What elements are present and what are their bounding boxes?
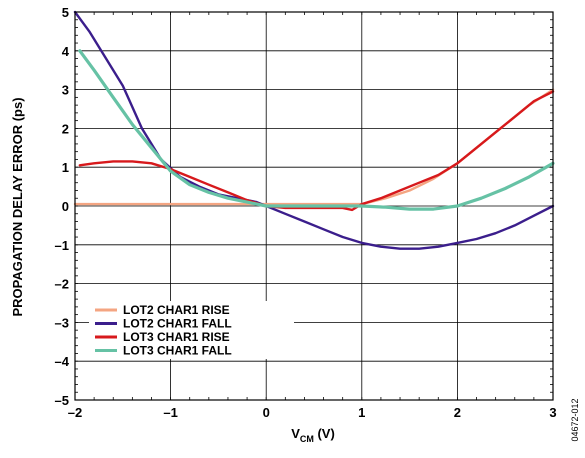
x-tick-label: 2 <box>454 405 461 420</box>
x-axis-label-main: V <box>291 426 300 441</box>
x-axis-label-unit: (V) <box>314 426 335 441</box>
x-axis-label: VCM (V) <box>291 426 335 444</box>
series-line-1 <box>73 88 555 206</box>
y-tick-label: –4 <box>55 354 70 369</box>
y-tick-label: 4 <box>62 44 70 59</box>
y-tick-label: 0 <box>62 199 69 214</box>
y-tick-label: –3 <box>55 315 69 330</box>
y-axis-label: PROPAGATION DELAY ERROR (ps) <box>10 97 25 316</box>
series-line-3 <box>78 90 555 212</box>
y-tick-label: –2 <box>55 277 69 292</box>
y-tick-label: 5 <box>62 5 69 20</box>
y-tick-label: 2 <box>62 121 69 136</box>
x-tick-label: 1 <box>358 405 365 420</box>
y-tick-label: 3 <box>62 83 69 98</box>
tick-labels: –2 –1 0 1 2 3 –5 –4 –3 –2 –1 0 1 2 3 4 5 <box>55 5 557 420</box>
x-tick-label: –2 <box>68 405 82 420</box>
legend-label: LOT2 CHAR1 RISE <box>123 303 230 317</box>
x-tick-label: 3 <box>549 405 556 420</box>
y-tick-label: –5 <box>55 393 69 408</box>
y-tick-label: –1 <box>55 238 69 253</box>
x-axis-label-subscript: CM <box>300 434 314 444</box>
x-tick-label: 0 <box>263 405 270 420</box>
legend-background <box>89 301 294 359</box>
series-line-2 <box>73 10 555 250</box>
series-line-4 <box>78 49 555 211</box>
plot-frame <box>74 11 554 401</box>
legend-label: LOT2 CHAR1 FALL <box>123 317 232 331</box>
legend-label: LOT3 CHAR1 FALL <box>123 344 232 358</box>
y-tick-label: 1 <box>62 160 69 175</box>
figure-id: 04672-012 <box>570 398 580 441</box>
x-tick-label: –1 <box>163 405 177 420</box>
series-lines <box>73 10 555 250</box>
legend-label: LOT3 CHAR1 RISE <box>123 330 230 344</box>
